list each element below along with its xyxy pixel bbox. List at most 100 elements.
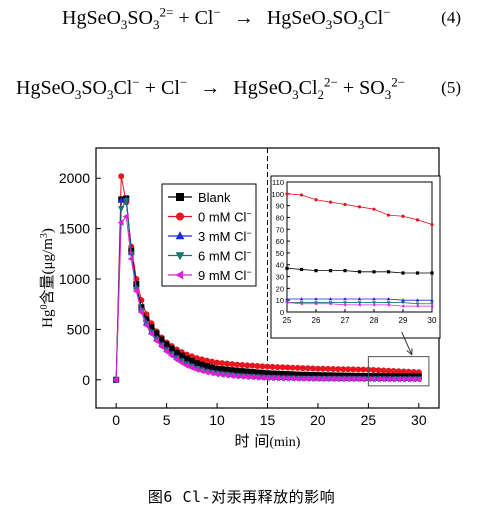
legend-label: Blank [198,190,231,205]
data-point [319,375,326,383]
data-point [214,365,221,372]
data-point [118,173,125,180]
data-point [122,213,129,220]
series-4 [112,213,422,384]
y-axis-label-part: 0 [39,305,50,310]
zoom-arrow [401,331,412,355]
data-point [178,352,185,359]
data-point [274,370,281,377]
reaction-arrow: → [200,76,221,99]
x-tick-label: 25 [361,412,377,428]
inset-x-tick-label: 28 [370,316,379,325]
data-point [244,368,251,375]
data-point [279,364,286,371]
inset-data-point [314,269,318,273]
formula-token: + Cl [139,76,180,99]
inset-y-tick-label: 100 [271,190,284,199]
equation-4: HgSeO3SO32= + Cl− → HgSeO3SO3Cl− (4) [0,0,483,40]
data-point [142,322,149,329]
y-tick-label: 1500 [59,221,90,237]
legend-label-text: 9 mM Cl [198,268,247,283]
inset-x-tick-label: 27 [341,316,350,325]
equation-5-number: (5) [441,78,461,97]
data-point [249,362,256,369]
data-point [304,375,311,382]
formula-token: Cl [298,76,318,99]
inset-data-point [328,269,333,273]
inset-data-point [357,297,362,301]
inset-data-point [299,301,303,306]
inset-data-point [357,301,362,305]
x-tick-label: 30 [411,412,427,428]
formula-token: 3 [152,16,160,32]
inset-data-point [372,270,376,274]
inset-data-point [401,301,405,305]
inset-data-point [343,301,347,305]
data-point [405,368,412,375]
data-point [370,366,377,373]
data-point [198,361,205,368]
data-point [390,367,397,374]
data-point [158,336,165,343]
data-point [354,375,361,383]
data-point [369,375,376,383]
inset-x-tick-label: 26 [312,316,321,325]
data-point [330,366,337,372]
formula-token: + Cl [173,6,214,29]
data-point [253,374,260,381]
inset-data-point [285,300,289,305]
inset-frame [270,175,441,339]
data-point [173,349,180,356]
formula-token: + SO [337,76,385,99]
inset-data-point [415,304,419,308]
legend-marker [175,270,184,280]
equation-4-number: (4) [441,8,461,27]
data-point [228,372,235,380]
data-point [269,363,276,370]
inset-series-4 [285,300,434,308]
x-tick-label: 20 [310,412,326,428]
inset-data-point [357,270,362,274]
inset-y-tick-label: 70 [276,225,284,234]
data-point [219,360,226,367]
data-point [259,369,266,376]
formula-token: − [383,4,391,19]
formula-token: 3 [120,16,128,32]
inset-y-tick-label: 80 [276,213,284,222]
inset-data-point [299,193,304,197]
y-axis-label-part: (μg/m [40,238,56,275]
data-point [122,198,130,205]
formula-token: 3 [325,16,333,32]
inset-data-point [328,301,332,306]
formula-token: − [179,74,188,89]
data-point [385,367,392,374]
inset-data-point [285,266,289,270]
data-point [309,375,316,383]
inset-data-point [430,271,434,275]
data-point [279,374,286,382]
data-point [289,375,296,382]
inset-data-point [430,298,434,302]
data-point [193,360,200,367]
inset-data-point [415,218,420,222]
x-tick-label: 10 [209,412,225,428]
data-point [340,366,347,373]
data-point [350,366,357,373]
inset-data-point [357,205,362,209]
data-point [188,353,195,360]
legend-label-text: 0 mM Cl [198,210,247,225]
inset-data-point [357,303,361,307]
reaction-arrow: → [233,6,254,29]
data-point [178,359,185,366]
data-point [279,370,286,377]
data-point [188,357,195,364]
inset-data-point [386,297,391,301]
y-axis-label-part: 含量 [38,275,56,305]
inset-data-point [299,297,304,301]
y-axis-label-part: Hg [40,309,56,328]
data-point [309,365,316,372]
inset-data-point [401,271,405,275]
inset-data-point [314,297,318,301]
data-point [264,370,271,377]
formula-token: 3 [106,86,114,102]
